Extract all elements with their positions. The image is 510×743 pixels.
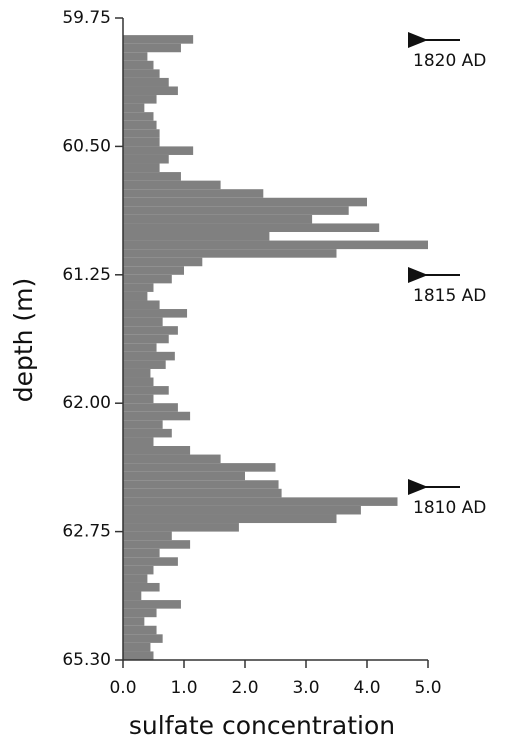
bar xyxy=(123,463,276,472)
annotation: 1820 AD xyxy=(413,51,486,71)
bar xyxy=(123,52,148,61)
bar xyxy=(123,35,194,44)
bar xyxy=(123,180,221,190)
x-axis-label: sulfate concentration xyxy=(129,711,395,740)
bar xyxy=(123,197,367,207)
bar xyxy=(123,240,428,250)
bar xyxy=(123,274,172,284)
bar xyxy=(123,189,264,198)
bar xyxy=(123,120,157,130)
bar xyxy=(123,377,154,387)
bar xyxy=(123,514,337,524)
bar xyxy=(123,600,181,609)
bar xyxy=(123,137,160,147)
y-tick-label: 60.50 xyxy=(62,136,111,156)
bar xyxy=(123,317,163,327)
annotation: 1815 AD xyxy=(413,286,486,306)
x-tick-label: 1.0 xyxy=(170,678,197,698)
bar xyxy=(123,488,282,498)
bar xyxy=(123,172,181,181)
bar xyxy=(123,437,154,446)
y-tick-label: 62.75 xyxy=(62,522,111,542)
bar xyxy=(123,471,245,481)
bar xyxy=(123,112,154,121)
y-tick-label: 61.25 xyxy=(62,265,111,285)
bar xyxy=(123,343,157,352)
bar xyxy=(123,266,184,275)
bar xyxy=(123,60,154,70)
bar xyxy=(123,206,349,215)
bar xyxy=(123,403,178,412)
bar xyxy=(123,642,151,652)
bar xyxy=(123,617,145,626)
bar xyxy=(123,283,154,292)
bar xyxy=(123,146,194,155)
bar xyxy=(123,454,221,464)
bar xyxy=(123,411,191,421)
bar xyxy=(123,540,191,549)
bar xyxy=(123,300,160,310)
bar xyxy=(123,43,181,53)
bar xyxy=(123,420,163,429)
y-tick-label: 59.75 xyxy=(62,8,111,28)
x-tick-label: 4.0 xyxy=(353,678,380,698)
y-axis-label: depth (m) xyxy=(9,278,38,403)
bar xyxy=(123,497,398,506)
x-tick-label: 5.0 xyxy=(414,678,441,698)
bar xyxy=(123,428,172,438)
bar xyxy=(123,360,166,369)
bar xyxy=(123,334,169,344)
annotation: 1810 AD xyxy=(413,498,486,518)
bar xyxy=(123,625,157,635)
bar xyxy=(123,257,203,267)
bar xyxy=(123,565,154,575)
bar xyxy=(123,351,175,361)
bar xyxy=(123,309,188,318)
bar xyxy=(123,86,178,96)
bar xyxy=(123,582,160,592)
bar xyxy=(123,154,169,164)
bar xyxy=(123,394,154,404)
bar xyxy=(123,386,169,395)
bar xyxy=(123,77,169,87)
bar xyxy=(123,223,380,232)
bar xyxy=(123,232,270,241)
bar xyxy=(123,69,160,78)
bar xyxy=(123,531,172,541)
bar xyxy=(123,95,157,104)
bar xyxy=(123,291,148,301)
y-tick-label: 65.30 xyxy=(62,650,111,670)
bar xyxy=(123,505,361,515)
bar xyxy=(123,557,178,566)
bar xyxy=(123,548,160,558)
bar xyxy=(123,214,313,224)
bar xyxy=(123,480,279,489)
bar xyxy=(123,591,142,601)
bar xyxy=(123,129,160,138)
bar xyxy=(123,326,178,335)
bar xyxy=(123,523,239,532)
bar xyxy=(123,574,148,583)
bar xyxy=(123,368,151,378)
y-tick-label: 62.00 xyxy=(62,393,111,413)
x-tick-label: 0.0 xyxy=(109,678,136,698)
bar xyxy=(123,608,157,618)
x-tick-label: 2.0 xyxy=(231,678,258,698)
bar xyxy=(123,446,191,455)
x-tick-label: 3.0 xyxy=(292,678,319,698)
bar xyxy=(123,163,160,173)
bar xyxy=(123,249,337,258)
bar xyxy=(123,651,154,660)
bar xyxy=(123,634,163,643)
bar xyxy=(123,103,145,113)
